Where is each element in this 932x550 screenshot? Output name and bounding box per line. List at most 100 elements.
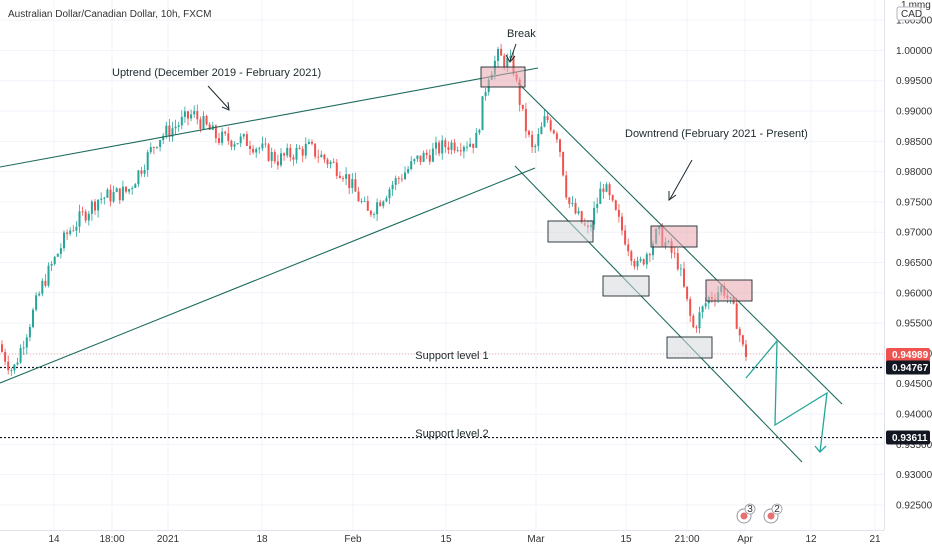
y-tick-label: 0.95500 — [896, 319, 932, 330]
candle — [69, 227, 72, 236]
break-zone[interactable] — [480, 66, 526, 88]
candle — [152, 146, 155, 155]
candle — [221, 127, 224, 146]
y-tick-label: 0.96500 — [896, 258, 932, 269]
candle — [267, 142, 270, 162]
candle — [391, 181, 394, 196]
candle — [140, 166, 143, 177]
candle — [317, 149, 320, 164]
price-axis[interactable]: 1.00500 1.00000 0.99500 0.99000 0.98500 0.980… — [884, 0, 932, 550]
candle — [630, 249, 633, 266]
uptrend-arrowhead — [221, 101, 230, 111]
uptrend-upper-line[interactable] — [0, 67, 539, 168]
candle — [242, 133, 245, 140]
candle — [190, 109, 193, 122]
candle — [357, 187, 360, 202]
candle — [168, 119, 171, 142]
candle — [617, 204, 620, 223]
support-price-label: 0.93611 — [892, 433, 928, 444]
candle — [382, 200, 385, 209]
currency-prefix-label: 1 mmg — [901, 0, 931, 11]
event-badge[interactable]: 2 — [763, 503, 783, 524]
event-badge[interactable]: 3 — [736, 503, 756, 524]
candle — [59, 243, 62, 259]
candle — [419, 155, 422, 166]
candle — [351, 173, 354, 194]
x-tick-label: Apr — [737, 534, 753, 545]
support-price-box-1: 0.94767 — [886, 360, 930, 375]
supply-demand-zones[interactable] — [480, 66, 753, 359]
support-level-1-label: Support level 1 — [415, 350, 488, 362]
candle — [143, 164, 146, 178]
candle — [410, 156, 413, 171]
candle — [422, 150, 425, 163]
candle — [280, 148, 282, 168]
zone-2[interactable] — [650, 225, 698, 248]
candle — [552, 129, 555, 135]
candle — [304, 137, 307, 159]
candle — [292, 154, 295, 166]
candle — [249, 140, 251, 156]
candle — [38, 291, 41, 297]
time-axis-background — [0, 530, 932, 550]
zone-4[interactable] — [705, 279, 753, 302]
break-arrow — [509, 43, 517, 62]
candle — [97, 199, 100, 218]
uptrend-lower-line[interactable] — [0, 167, 536, 384]
candle — [16, 357, 19, 366]
candle — [450, 139, 453, 155]
zone-5[interactable] — [666, 336, 713, 359]
candle — [543, 108, 546, 128]
candle — [72, 225, 75, 232]
candle — [245, 131, 248, 147]
candle — [90, 199, 93, 221]
downtrend-arrow — [669, 159, 693, 200]
candle — [738, 326, 741, 343]
candle — [338, 171, 341, 179]
forecast-path[interactable] — [745, 339, 828, 453]
candle — [565, 171, 568, 200]
candle — [342, 175, 344, 182]
candle — [25, 334, 28, 355]
candle — [103, 196, 106, 205]
candle — [605, 182, 608, 193]
candle — [692, 313, 695, 329]
candle — [369, 209, 372, 218]
candle — [497, 46, 499, 68]
candle — [394, 175, 397, 191]
candle — [698, 306, 701, 334]
support-price-box-2: 0.93611 — [886, 430, 930, 445]
candle — [549, 117, 552, 133]
candle — [205, 114, 208, 126]
candle — [524, 102, 527, 139]
candle — [441, 135, 444, 160]
candle — [171, 121, 174, 142]
zone-1[interactable] — [547, 220, 594, 243]
candle — [453, 139, 456, 154]
candle — [484, 87, 487, 101]
currency-box[interactable] — [896, 6, 922, 21]
downtrend-lower-line[interactable] — [514, 165, 803, 463]
zone-3[interactable] — [602, 275, 650, 297]
candle — [466, 141, 468, 152]
candle — [633, 258, 636, 270]
y-tick-label: 0.93500 — [896, 440, 932, 451]
y-tick-label: 0.94000 — [896, 409, 932, 420]
candle — [645, 252, 648, 269]
candle — [106, 187, 109, 198]
y-tick-label: 1.00500 — [896, 16, 932, 27]
candle — [87, 210, 90, 226]
time-axis[interactable]: 14 18:00 2021 18 Feb 15 Mar 15 21:00 Apr 12 21 — [0, 530, 932, 550]
candle — [115, 187, 118, 193]
candle — [202, 111, 205, 131]
candle — [679, 263, 682, 277]
candle — [177, 121, 180, 132]
candle — [537, 128, 540, 152]
candle — [540, 122, 543, 135]
candle — [32, 307, 34, 329]
candle — [555, 131, 558, 143]
candle — [373, 212, 375, 219]
candle — [311, 139, 313, 146]
